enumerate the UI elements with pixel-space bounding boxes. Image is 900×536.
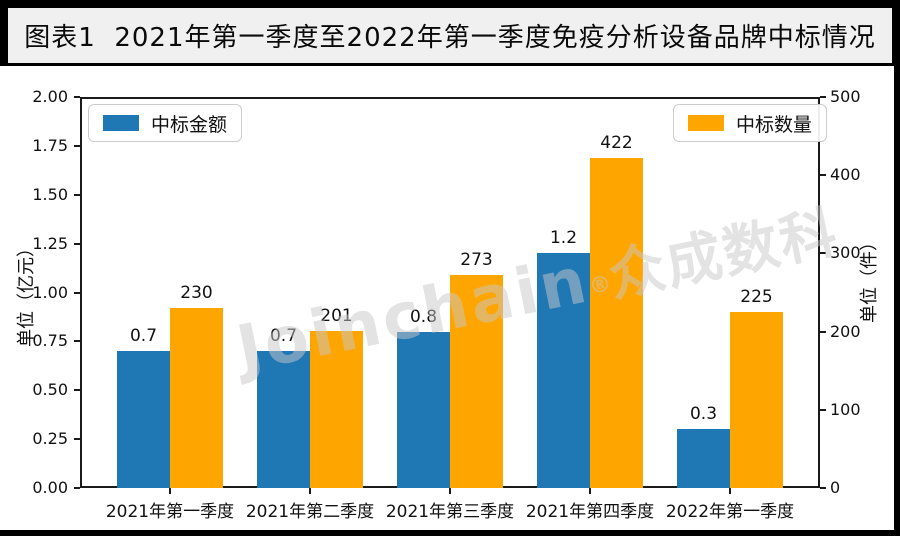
y-tick-left — [74, 438, 80, 441]
y-tick-label-left: 0.25 — [32, 429, 68, 449]
y-tick-label-right: 100 — [830, 399, 861, 419]
y-tick-label-left: 0.50 — [32, 380, 68, 400]
x-tick-label: 2021年第一季度 — [105, 502, 235, 522]
y-tick-label-right: 200 — [830, 321, 861, 341]
legend-count: 中标数量 — [673, 104, 828, 142]
bar-count — [450, 274, 503, 488]
bar-count-value: 201 — [320, 305, 353, 326]
legend-swatch-count-icon — [688, 115, 724, 131]
bar-count — [310, 330, 363, 488]
figure-title: 图表1 2021年第一季度至2022年第一季度免疫分析设备品牌中标情况 — [24, 23, 876, 53]
bar-count — [170, 308, 223, 488]
bar-count-value: 225 — [740, 287, 773, 308]
bar-count-value: 422 — [600, 132, 633, 153]
y-tick-right — [820, 487, 826, 489]
legend-swatch-amount-icon — [103, 115, 139, 131]
y-tick-label-right: 500 — [830, 87, 861, 106]
y-tick-left — [74, 144, 80, 147]
y-tick-label-right: 300 — [830, 243, 861, 263]
bar-amount-value: 0.7 — [129, 326, 158, 347]
x-tick-label: 2021年第四季度 — [525, 502, 655, 522]
bar-count-value: 273 — [460, 249, 493, 270]
y-tick-left — [74, 340, 80, 343]
bar-amount — [397, 331, 450, 488]
figure-title-bar: 图表1 2021年第一季度至2022年第一季度免疫分析设备品牌中标情况 — [8, 8, 892, 63]
x-tick — [169, 488, 171, 494]
y-tick-right — [820, 96, 826, 98]
y-tick-left — [74, 242, 80, 245]
bar-amount-value: 0.7 — [269, 326, 298, 347]
y-tick-right — [820, 330, 826, 333]
y-tick-label-right: 400 — [830, 165, 861, 185]
y-tick-label-left: 1.00 — [32, 282, 68, 302]
y-tick-left — [74, 96, 80, 98]
y-tick-right — [820, 252, 826, 255]
bar-amount — [537, 253, 590, 488]
bar-amount — [677, 429, 730, 488]
y-tick-left — [74, 389, 80, 392]
y-tick-label-left: 2.00 — [32, 87, 68, 106]
y-tick-right — [820, 174, 826, 177]
x-tick-label: 2021年第三季度 — [385, 502, 515, 522]
chart-panel: 单位（亿元） 单位（件） 中标金额 中标数量 Joinchain®众成数科 0.… — [0, 66, 894, 530]
bar-count — [730, 312, 783, 488]
y-tick-label-left: 0.00 — [32, 478, 68, 497]
x-tick — [309, 488, 311, 494]
bar-amount — [117, 351, 170, 488]
y-tick-label-left: 0.75 — [32, 331, 68, 351]
y-tick-label-left: 1.50 — [32, 184, 68, 204]
y-tick-left — [74, 291, 80, 294]
bar-count-value: 230 — [180, 283, 213, 304]
y-tick-left — [74, 487, 80, 489]
y-tick-right — [820, 408, 826, 411]
x-tick — [589, 488, 591, 494]
x-tick — [729, 488, 731, 494]
x-tick — [449, 488, 451, 494]
x-tick-label: 2021年第二季度 — [245, 502, 375, 522]
bar-amount-value: 0.3 — [689, 404, 718, 425]
legend-label-count: 中标数量 — [736, 113, 813, 136]
bar-amount-value: 1.2 — [549, 228, 578, 249]
bar-amount-value: 0.8 — [409, 306, 438, 327]
bar-amount — [257, 351, 310, 488]
bar-count — [590, 157, 643, 488]
y-tick-label-left: 1.75 — [32, 135, 68, 155]
x-tick-label: 2022年第一季度 — [665, 502, 795, 522]
legend-amount: 中标金额 — [88, 104, 243, 142]
y-tick-label-right: 0 — [830, 478, 841, 497]
y-tick-left — [74, 193, 80, 196]
legend-label-amount: 中标金额 — [151, 113, 228, 136]
y-tick-label-left: 1.25 — [32, 233, 68, 253]
